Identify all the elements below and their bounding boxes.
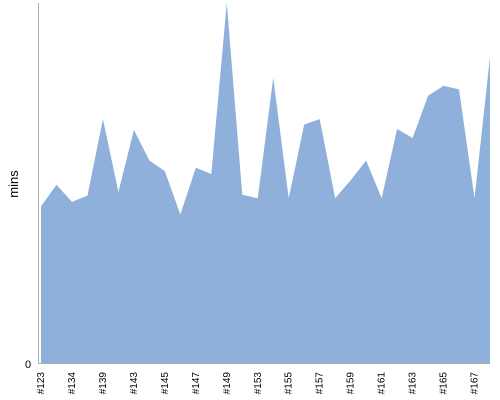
x-tick-label: #157 <box>315 372 326 395</box>
x-tick-label: #139 <box>98 372 109 395</box>
area-series <box>41 3 490 363</box>
x-tick-label: #165 <box>439 372 450 395</box>
x-tick-label: #147 <box>191 372 202 395</box>
x-axis-ticks: #123 #134 #139 #143 #145 #147 #149 #153 #155 #157… <box>36 372 481 395</box>
x-tick-label: #153 <box>253 372 264 395</box>
x-tick-label: #123 <box>36 372 47 395</box>
y-tick-label: 0 <box>25 359 31 371</box>
x-tick-label: #134 <box>67 372 78 395</box>
x-tick-label: #143 <box>129 372 140 395</box>
x-tick-label: #155 <box>284 372 295 395</box>
x-tick-label: #167 <box>470 372 481 395</box>
plot-area <box>41 3 490 363</box>
x-tick-label: #149 <box>222 372 233 395</box>
x-tick-label: #163 <box>408 372 419 395</box>
y-axis-label: mins <box>6 170 21 198</box>
x-tick-label: #161 <box>377 372 388 395</box>
x-tick-label: #145 <box>160 372 171 395</box>
x-tick-label: #159 <box>346 372 357 395</box>
